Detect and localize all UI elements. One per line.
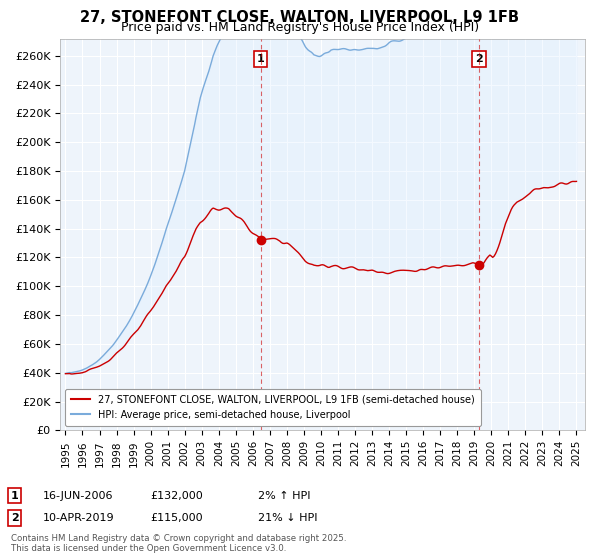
Text: 2: 2 [11,513,19,523]
Text: 2: 2 [475,54,483,64]
Text: 10-APR-2019: 10-APR-2019 [43,513,115,523]
Text: 1: 1 [257,54,265,64]
Text: 1: 1 [11,491,19,501]
Text: £132,000: £132,000 [150,491,203,501]
Text: Contains HM Land Registry data © Crown copyright and database right 2025.
This d: Contains HM Land Registry data © Crown c… [11,534,346,553]
Text: 2% ↑ HPI: 2% ↑ HPI [258,491,311,501]
Text: 16-JUN-2006: 16-JUN-2006 [43,491,114,501]
Legend: 27, STONEFONT CLOSE, WALTON, LIVERPOOL, L9 1FB (semi-detached house), HPI: Avera: 27, STONEFONT CLOSE, WALTON, LIVERPOOL, … [65,389,481,426]
Text: Price paid vs. HM Land Registry's House Price Index (HPI): Price paid vs. HM Land Registry's House … [121,21,479,34]
Text: 27, STONEFONT CLOSE, WALTON, LIVERPOOL, L9 1FB: 27, STONEFONT CLOSE, WALTON, LIVERPOOL, … [80,10,520,25]
Text: 21% ↓ HPI: 21% ↓ HPI [258,513,317,523]
Text: £115,000: £115,000 [150,513,203,523]
